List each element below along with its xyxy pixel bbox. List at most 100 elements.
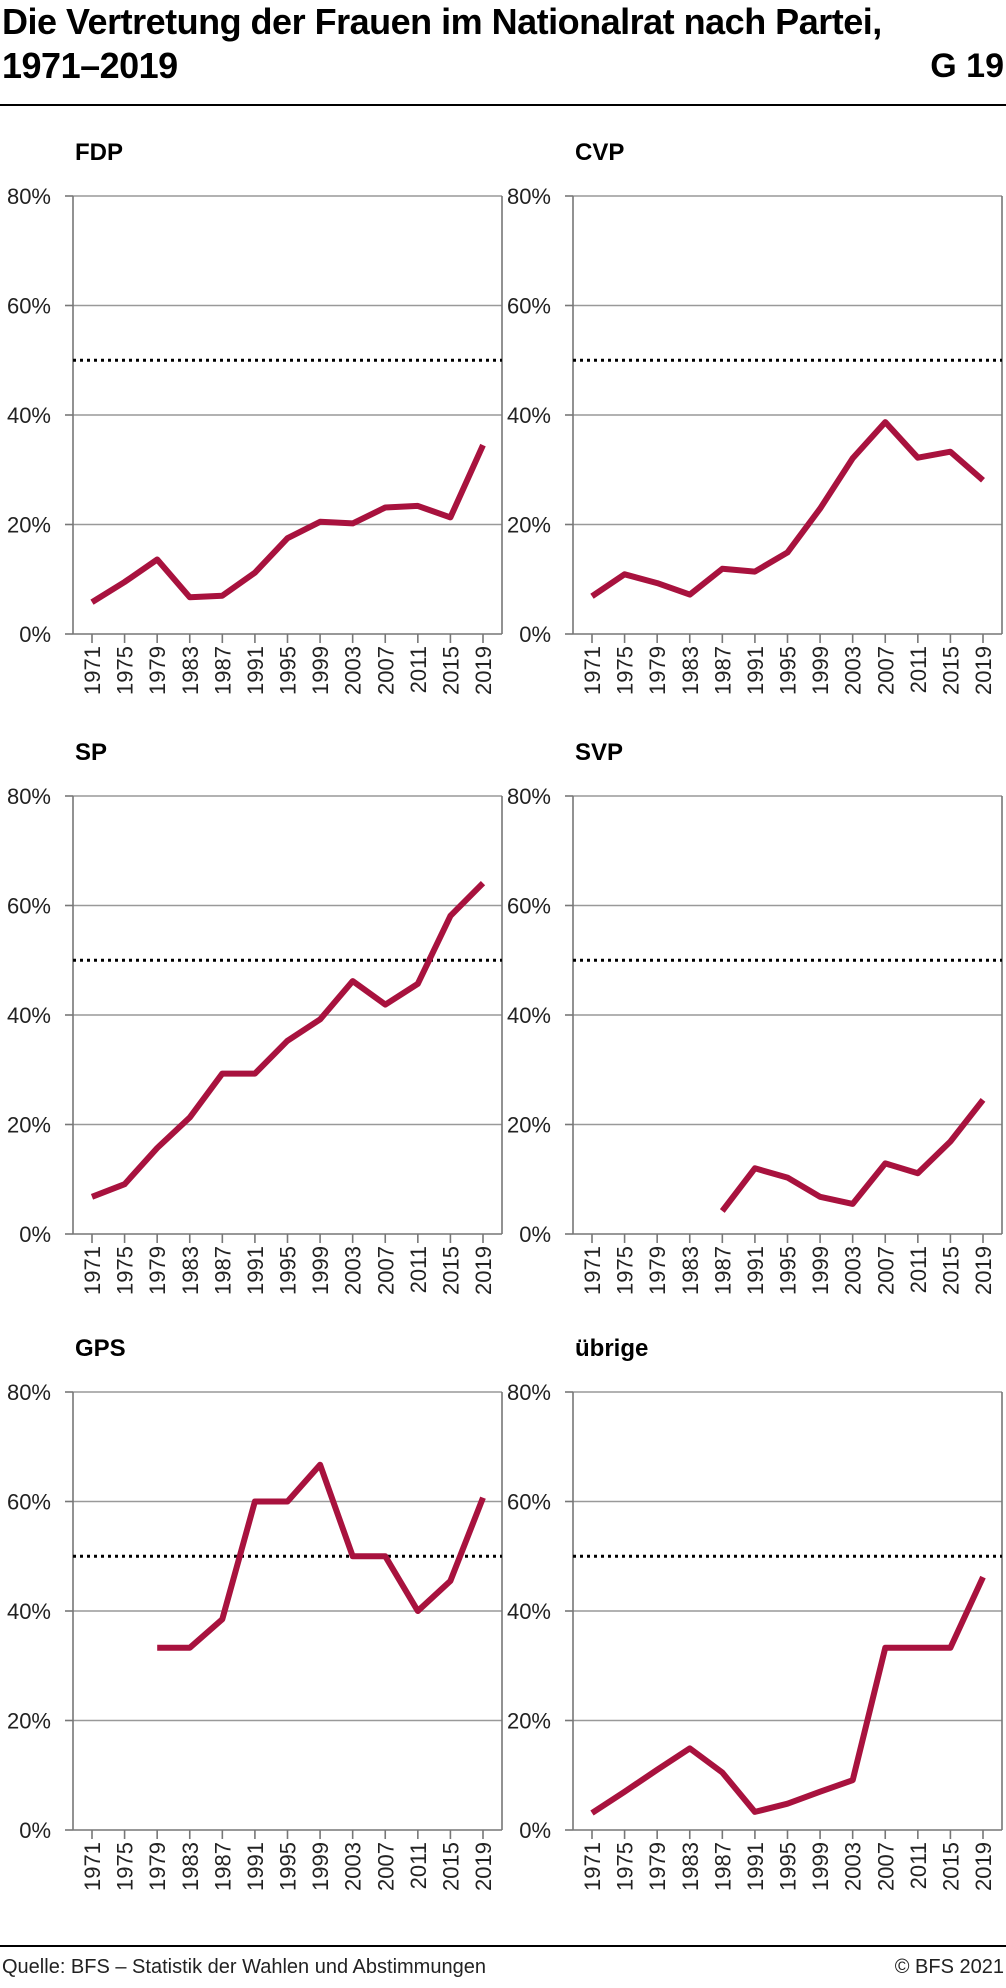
series-line-cvp <box>590 419 985 599</box>
x-tick-label: 2019 <box>471 1842 496 1891</box>
x-tick-label: 1983 <box>178 1842 203 1891</box>
panel-title: übrige <box>575 1335 648 1362</box>
x-tick-label: 2019 <box>471 1246 496 1295</box>
x-tick-label: 1983 <box>678 646 703 695</box>
x-tick-label: 2007 <box>373 646 398 695</box>
y-tick-label: 60% <box>507 1490 551 1515</box>
x-tick-label: 2019 <box>471 646 496 695</box>
y-tick-label: 80% <box>7 784 51 809</box>
x-tick-label: 2011 <box>906 1842 931 1889</box>
x-tick-label: 1987 <box>210 646 235 695</box>
x-tick-label: 2007 <box>373 1842 398 1891</box>
y-tick-label: 40% <box>7 1003 51 1028</box>
x-tick-label: 2015 <box>438 1246 463 1295</box>
x-tick-label: 1987 <box>210 1246 235 1295</box>
x-tick-label: 1991 <box>243 1842 268 1891</box>
y-tick-label: 80% <box>507 1380 551 1405</box>
y-tick-label: 80% <box>507 184 551 209</box>
chart-panel-brige-5: übrige 0% 20% 40% 60% 80% 1971 1975 1979 1983 1987… <box>507 1335 1003 1891</box>
x-tick-label: 2007 <box>873 1842 898 1891</box>
y-tick-label: 20% <box>507 513 551 538</box>
x-tick-label: 1979 <box>645 1842 670 1891</box>
y-tick-label: 40% <box>507 403 551 428</box>
x-tick-label: 1999 <box>808 646 833 695</box>
series-line-sp <box>90 880 486 1200</box>
x-tick-label: 1999 <box>808 1842 833 1891</box>
series-line-brige <box>590 1575 986 1816</box>
x-tick-label: 2003 <box>841 1842 866 1891</box>
x-tick-label: 1975 <box>613 1842 638 1891</box>
x-tick-label: 2003 <box>341 1246 366 1295</box>
x-tick-label: 1999 <box>308 646 333 695</box>
x-tick-label: 2015 <box>438 646 463 695</box>
footer-divider <box>0 1945 1006 1947</box>
y-tick-label: 0% <box>19 1222 51 1247</box>
chart-panel-fdp-0: FDP 0% 20% 40% 60% 80% 1971 1975 1979 1983 1987 199… <box>7 139 503 695</box>
x-tick-label: 1995 <box>276 1842 301 1891</box>
header-divider <box>0 104 1006 106</box>
x-tick-label: 1995 <box>776 646 801 695</box>
x-tick-label: 2011 <box>906 1246 931 1293</box>
y-tick-label: 0% <box>19 1818 51 1843</box>
panel-title: GPS <box>75 1335 126 1362</box>
x-tick-label: 1999 <box>808 1246 833 1295</box>
figure-id: G 19 <box>930 47 1004 85</box>
x-tick-label: 1975 <box>113 646 138 695</box>
x-tick-label: 1991 <box>243 1246 268 1295</box>
chart-panel-cvp-1: CVP 0% 20% 40% 60% 80% 1971 1975 1979 1983 1987 199… <box>507 139 1003 695</box>
y-tick-label: 60% <box>507 294 551 319</box>
x-tick-label: 1971 <box>580 646 605 695</box>
y-tick-label: 20% <box>7 513 51 538</box>
x-tick-label: 2015 <box>438 1842 463 1891</box>
chart-panel-sp-2: SP 0% 20% 40% 60% 80% 1971 1975 1979 1983 1987 1991… <box>7 739 503 1295</box>
x-tick-label: 2015 <box>938 646 963 695</box>
x-tick-label: 1983 <box>678 1246 703 1295</box>
y-tick-label: 20% <box>7 1113 51 1138</box>
x-tick-label: 2011 <box>406 1842 431 1889</box>
x-tick-label: 2007 <box>873 646 898 695</box>
x-tick-label: 2003 <box>341 646 366 695</box>
x-tick-label: 2003 <box>841 646 866 695</box>
panel-title: FDP <box>75 139 123 166</box>
y-tick-label: 60% <box>507 894 551 919</box>
x-tick-label: 2019 <box>971 646 996 695</box>
x-tick-label: 2003 <box>841 1246 866 1295</box>
source-note: Quelle: BFS – Statistik der Wahlen und A… <box>2 1956 486 1978</box>
x-tick-label: 1971 <box>580 1246 605 1295</box>
y-tick-label: 20% <box>507 1113 551 1138</box>
chart-panel-svp-3: SVP 0% 20% 40% 60% 80% 1971 1975 1979 1983 1987 199… <box>507 739 1003 1295</box>
x-tick-label: 1983 <box>178 646 203 695</box>
panel-title: CVP <box>575 139 624 166</box>
x-tick-label: 1999 <box>308 1246 333 1295</box>
x-tick-label: 2015 <box>938 1842 963 1891</box>
x-tick-label: 1995 <box>776 1246 801 1295</box>
x-tick-label: 1979 <box>145 646 170 695</box>
x-tick-label: 1983 <box>178 1246 203 1295</box>
x-tick-label: 1975 <box>613 646 638 695</box>
y-tick-label: 60% <box>7 894 51 919</box>
x-tick-label: 1979 <box>145 1842 170 1891</box>
x-tick-label: 2007 <box>373 1246 398 1295</box>
panel-title: SVP <box>575 739 623 766</box>
x-tick-label: 1987 <box>710 1842 735 1891</box>
x-tick-label: 1995 <box>276 1246 301 1295</box>
x-tick-label: 1975 <box>113 1246 138 1295</box>
x-tick-label: 1987 <box>210 1842 235 1891</box>
y-tick-label: 20% <box>7 1709 51 1734</box>
y-tick-label: 40% <box>7 1599 51 1624</box>
y-tick-label: 60% <box>7 294 51 319</box>
x-tick-label: 2019 <box>971 1842 996 1891</box>
y-tick-label: 40% <box>7 403 51 428</box>
x-tick-label: 2015 <box>938 1246 963 1295</box>
x-tick-label: 1995 <box>776 1842 801 1891</box>
x-tick-label: 2011 <box>406 1246 431 1293</box>
x-tick-label: 1971 <box>80 1842 105 1891</box>
y-tick-label: 80% <box>7 184 51 209</box>
x-tick-label: 2011 <box>406 646 431 693</box>
y-tick-label: 0% <box>519 1222 551 1247</box>
y-tick-label: 40% <box>507 1003 551 1028</box>
y-tick-label: 40% <box>507 1599 551 1624</box>
x-tick-label: 1995 <box>276 646 301 695</box>
series-line-fdp <box>90 443 486 605</box>
series-line-gps <box>157 1461 486 1651</box>
